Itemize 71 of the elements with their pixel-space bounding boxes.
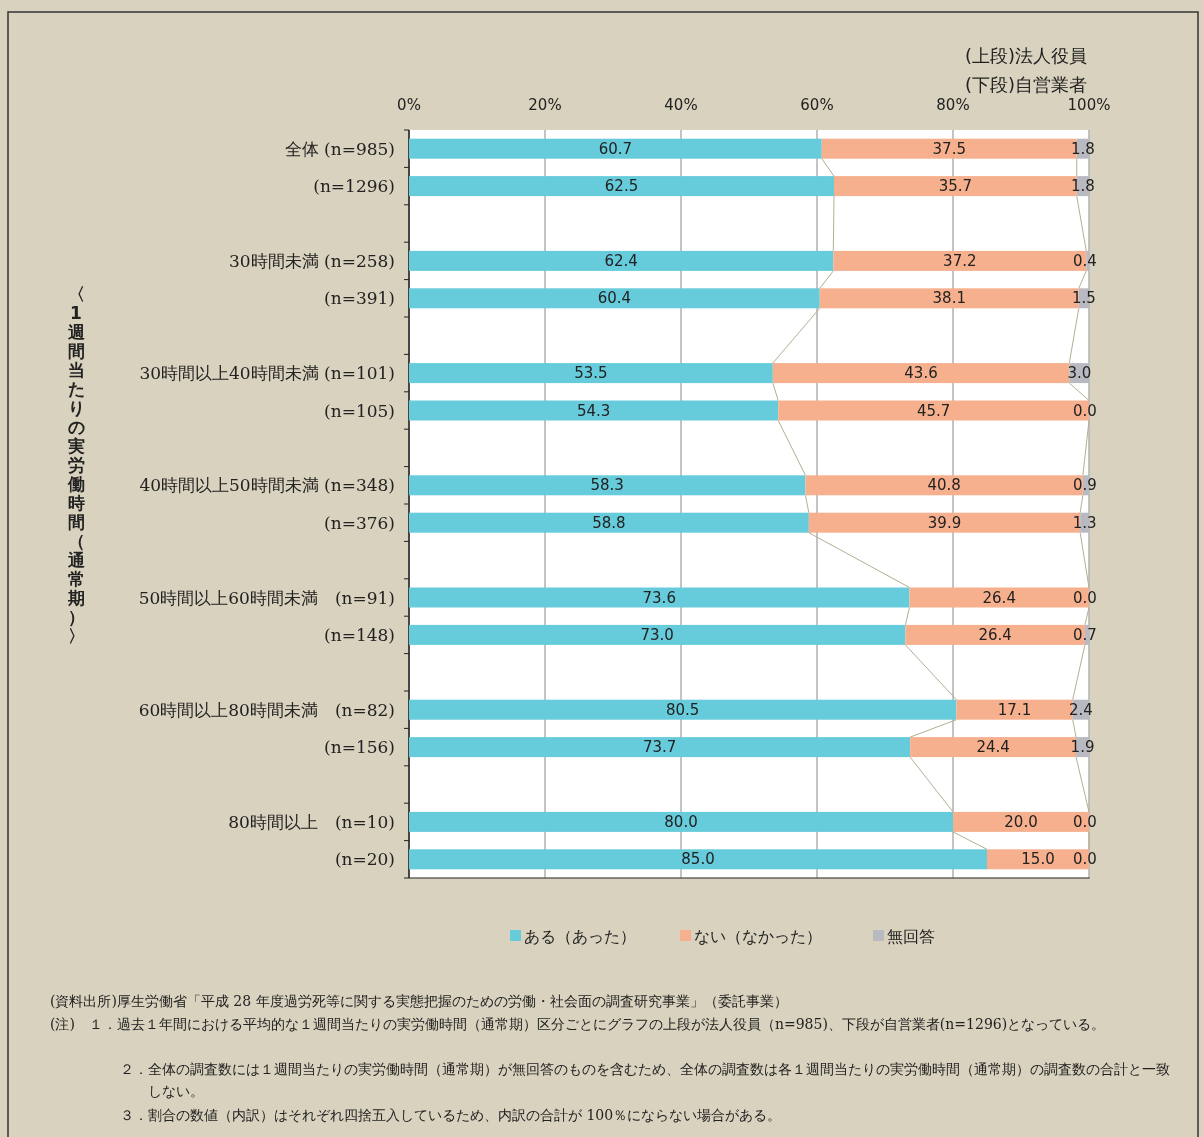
data-label: 73.6 xyxy=(642,588,676,607)
x-tick-label: 40% xyxy=(664,96,698,114)
ylabel: 〈1週間当たりの実労働時間（通常期）〉 xyxy=(67,284,85,646)
y-tick-label: (n=105) xyxy=(324,400,395,421)
data-label: 20.0 xyxy=(1004,812,1038,831)
y-tick-label: (n=391) xyxy=(324,288,395,309)
data-label: 53.5 xyxy=(574,364,608,383)
legend-label: ある（あった） xyxy=(524,927,636,946)
data-label: 0.4 xyxy=(1073,251,1097,270)
data-label: 62.4 xyxy=(604,251,638,270)
data-label: 0.9 xyxy=(1073,476,1097,495)
y-tick-label: (n=156) xyxy=(324,737,395,758)
text: ３．割合の数値（内訳）はそれぞれ四捨五入しているため、内訳の合計が 100％にならない場合がある。 xyxy=(120,1106,783,1125)
data-label: 62.5 xyxy=(604,177,639,196)
data-label: 0.0 xyxy=(1073,850,1097,869)
data-label: 17.1 xyxy=(997,700,1032,719)
text: ２．全体の調査数には１週間当たりの実労働時間（通常期）が無回答のものを含むため、全体の調査数は各１週間当たりの実労働時間（通常期）の調査数の合計と一致しない。 xyxy=(120,1060,1171,1101)
text: (下段)自営業者 xyxy=(964,74,1087,95)
data-label: 73.7 xyxy=(642,738,677,757)
data-label: 0.0 xyxy=(1073,401,1097,420)
data-label: 37.2 xyxy=(943,251,977,270)
y-tick-label: (n=1296) xyxy=(313,176,395,197)
data-label: 80.5 xyxy=(666,700,700,719)
data-label: 1.8 xyxy=(1070,139,1095,158)
data-label: 39.9 xyxy=(927,513,962,532)
text: (資料出所)厚生労働省「平成 28 年度過労死等に関する実態把握のための労働・社会面の調査研究事業」（委託事業） xyxy=(50,992,789,1011)
y-tick-label: 50時間以上60時間未満 (n=91) xyxy=(138,587,395,608)
data-label: 0.7 xyxy=(1073,625,1097,644)
y-tick-label: 30時間以上40時間未満 (n=101) xyxy=(139,363,395,384)
data-label: 15.0 xyxy=(1021,850,1055,869)
y-tick-label: 30時間未満 (n=258) xyxy=(229,250,395,271)
data-label: 26.4 xyxy=(982,588,1016,607)
data-label: 58.3 xyxy=(590,476,624,495)
x-tick-label: 100% xyxy=(1067,96,1111,114)
data-label: 45.7 xyxy=(916,401,951,420)
data-label: 60.4 xyxy=(597,289,632,308)
data-label: 37.5 xyxy=(932,139,966,158)
y-tick-label: 80時間以上 (n=10) xyxy=(228,811,395,832)
data-label: 54.3 xyxy=(576,401,611,420)
x-tick-label: 60% xyxy=(800,96,834,114)
data-label: 1.3 xyxy=(1072,513,1097,532)
text: (上段)法人役員 xyxy=(964,45,1087,66)
y-tick-label: (n=148) xyxy=(324,624,395,645)
data-label: 38.1 xyxy=(932,289,966,308)
text: (注) １．過去１年間における平均的な１週間当たりの実労働時間（通常期）区分ごとにグラフの上段が法人役員（n=985)、下段が自営業者(n=1296)となっている。 xyxy=(50,1015,1107,1034)
x-tick-label: 20% xyxy=(528,96,562,114)
data-label: 85.0 xyxy=(681,850,715,869)
data-label: 2.4 xyxy=(1068,700,1093,719)
data-label: 0.0 xyxy=(1073,812,1097,831)
x-tick-label: 0% xyxy=(397,96,421,114)
data-label: 0.0 xyxy=(1073,588,1097,607)
data-label: 35.7 xyxy=(938,177,973,196)
data-label: 58.8 xyxy=(592,513,626,532)
y-tick-label: (n=376) xyxy=(324,512,395,533)
data-label: 80.0 xyxy=(664,812,698,831)
y-tick-label: 全体 (n=985) xyxy=(284,138,395,159)
x-tick-label: 80% xyxy=(936,96,970,114)
y-tick-label: 40時間以上50時間未満 (n=348) xyxy=(139,475,395,496)
data-label: 1.5 xyxy=(1071,289,1096,308)
legend-label: ない（なかった） xyxy=(694,927,822,946)
data-label: 60.7 xyxy=(598,139,633,158)
data-label: 43.6 xyxy=(904,364,938,383)
legend-label: 無回答 xyxy=(887,927,935,946)
data-label: 1.8 xyxy=(1070,177,1095,196)
data-label: 73.0 xyxy=(640,625,674,644)
data-label: 40.8 xyxy=(927,476,961,495)
y-tick-label: (n=20) xyxy=(334,849,395,870)
data-label: 24.4 xyxy=(976,738,1010,757)
data-label: 26.4 xyxy=(978,625,1012,644)
y-tick-label: 60時間以上80時間未満 (n=82) xyxy=(138,699,395,720)
data-label: 1.9 xyxy=(1070,738,1095,757)
